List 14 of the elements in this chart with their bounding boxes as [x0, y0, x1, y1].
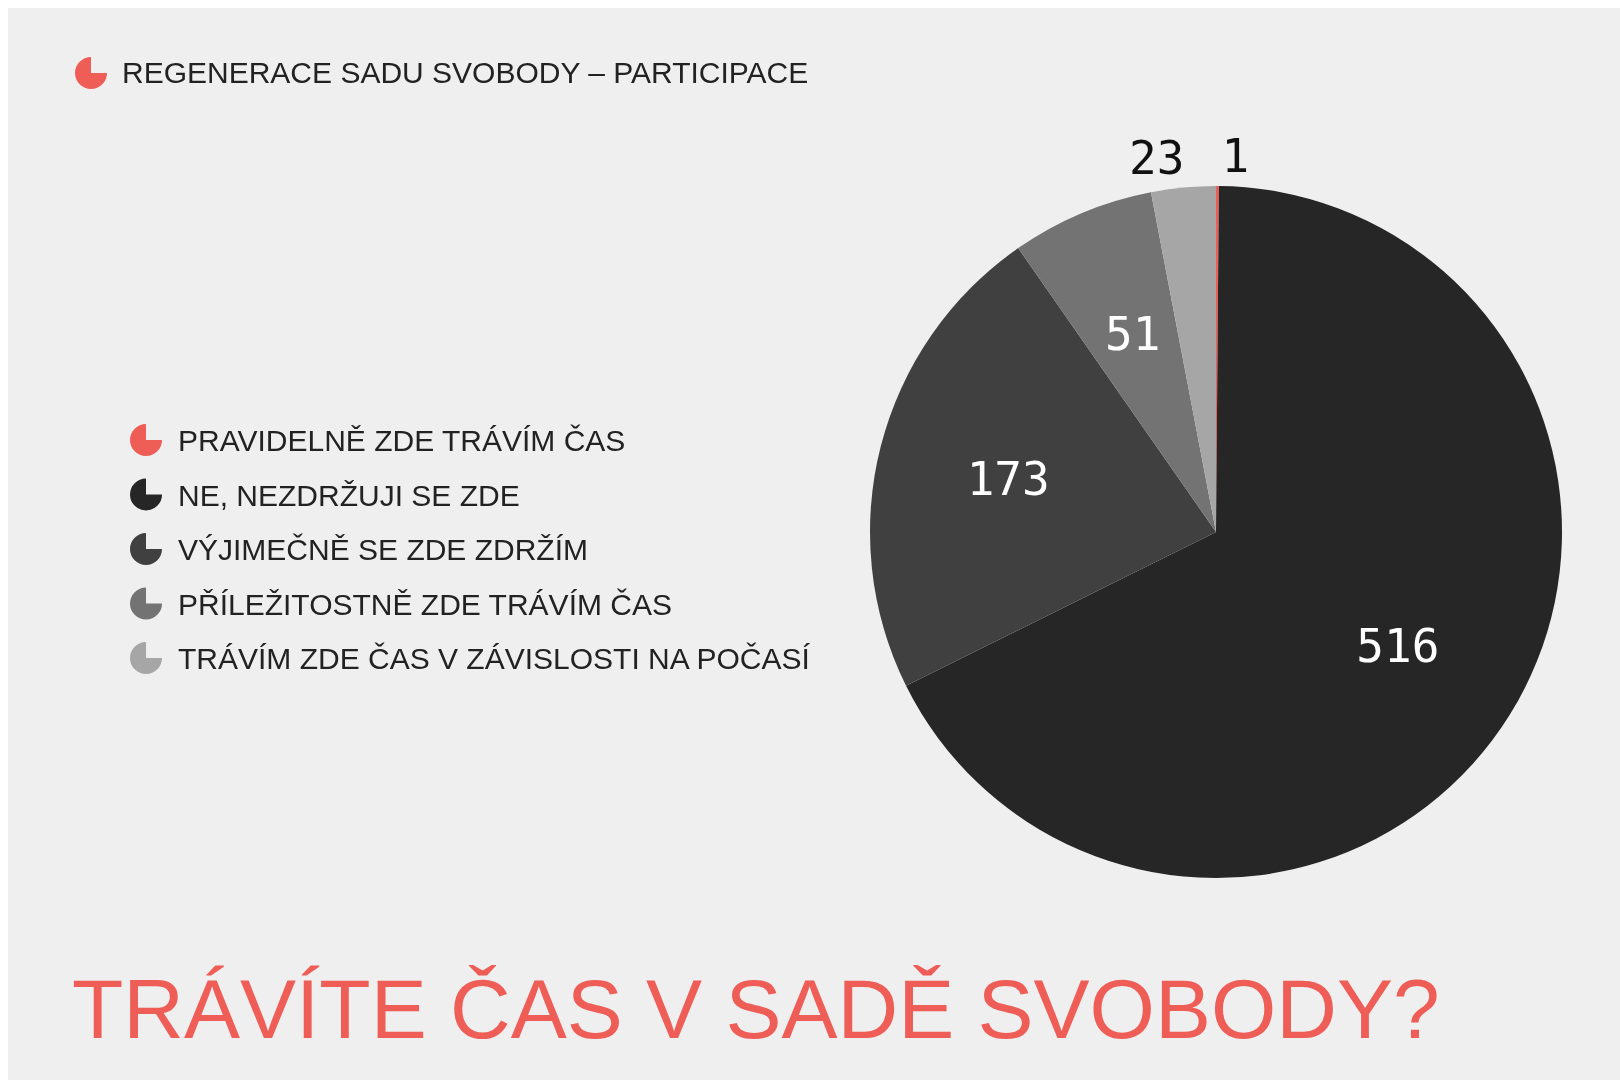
legend-label: PŘÍLEŽITOSTNĚ ZDE TRÁVÍM ČAS: [178, 587, 672, 621]
legend-label: VÝJIMEČNĚ SE ZDE ZDRŽÍM: [178, 533, 589, 566]
data-label: 51: [1104, 307, 1161, 362]
pie-slice: [870, 248, 1216, 686]
pie-slice: [906, 186, 1562, 878]
chart-subtitle: REGENERACE SADU SVOBODY – PARTICIPACE: [122, 56, 809, 89]
text: TRÁVÍTE ČAS V SADĚ SVOBODY?: [72, 962, 1440, 1056]
data-label: 516: [1356, 618, 1440, 673]
data-label: 1: [1221, 129, 1250, 183]
legend-label: PRAVIDELNĚ ZDE TRÁVÍM ČAS: [178, 424, 626, 457]
legend-label: TRÁVÍM ZDE ČAS V ZÁVISLOSTI NA POČASÍ: [178, 642, 811, 675]
data-label: 173: [966, 451, 1050, 506]
data-label: 23: [1129, 130, 1185, 185]
legend-label: NE, NEZDRŽUJI SE ZDE: [178, 478, 520, 512]
